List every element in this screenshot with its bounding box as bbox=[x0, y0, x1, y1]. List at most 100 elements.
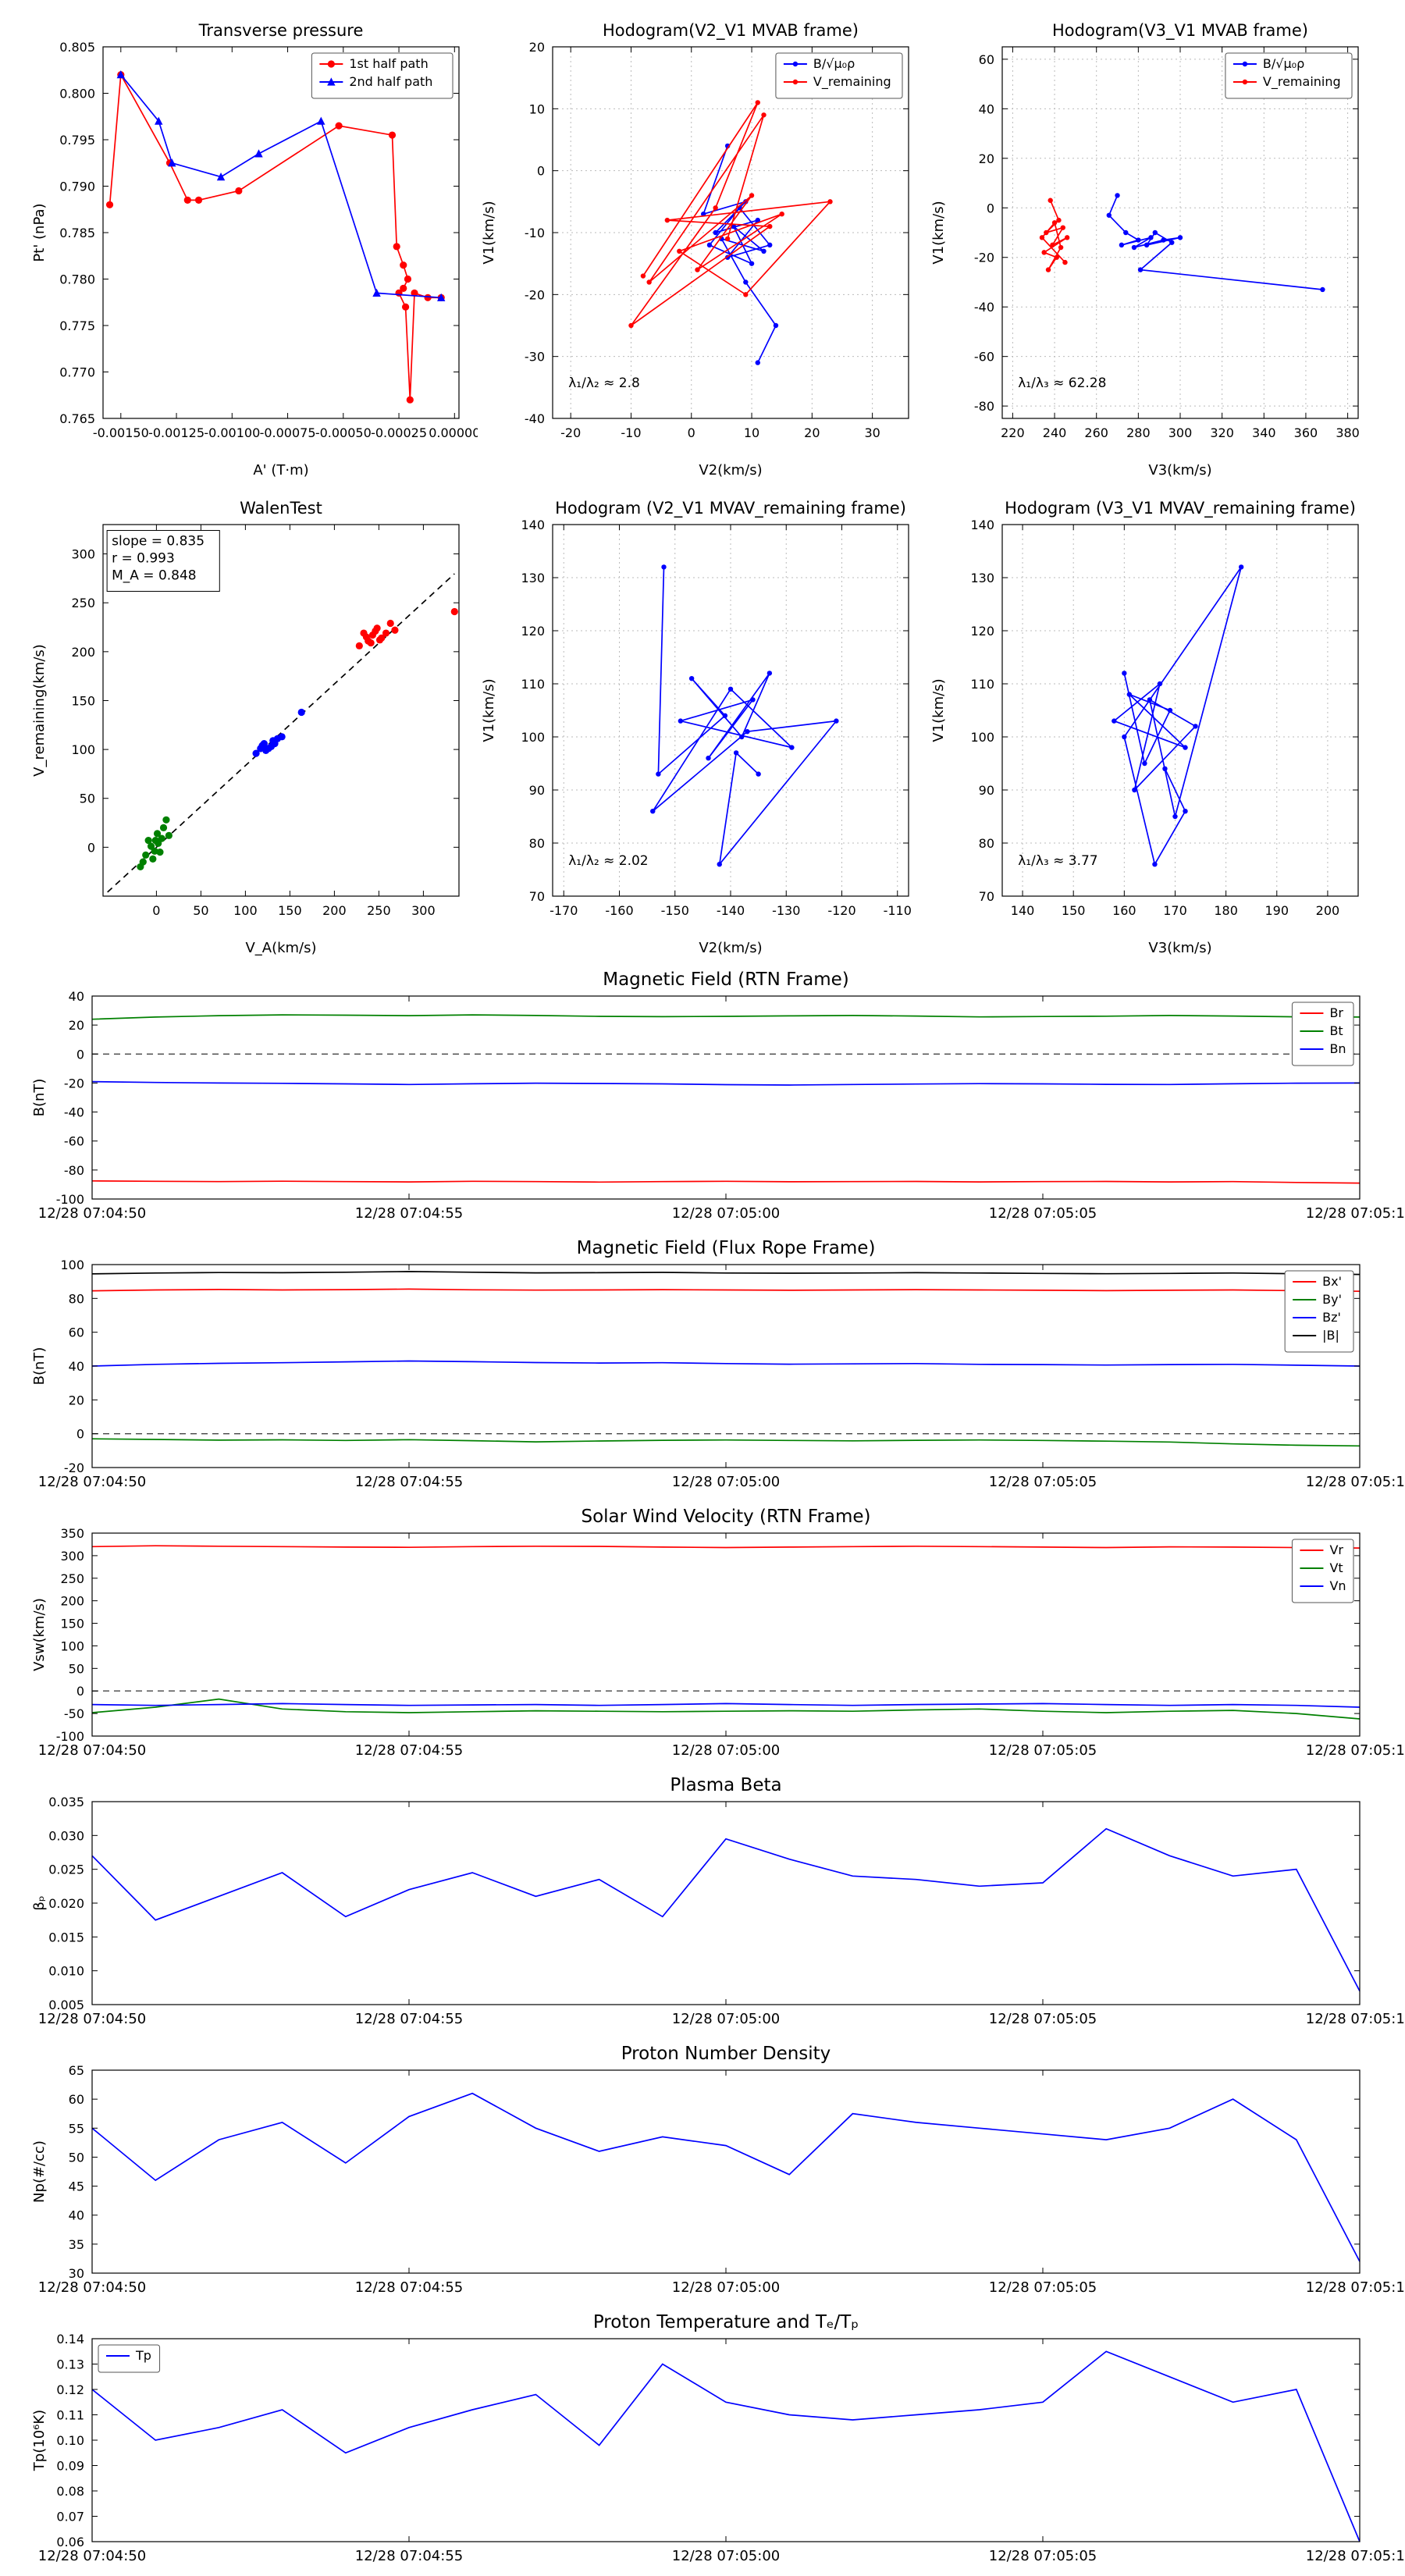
svg-text:20: 20 bbox=[979, 151, 994, 166]
svg-text:260: 260 bbox=[1084, 425, 1108, 440]
marker-dot bbox=[779, 212, 784, 217]
svg-text:55: 55 bbox=[69, 2121, 84, 2136]
svg-text:10: 10 bbox=[744, 425, 759, 440]
marker-dot bbox=[1060, 225, 1065, 230]
svg-text:-0.00150: -0.00150 bbox=[93, 425, 149, 440]
magnetic-field-flux-rope-series-bz-prime bbox=[91, 1360, 1361, 1367]
magnetic-field-rtn-series-bn bbox=[91, 1080, 1361, 1086]
marker-dot bbox=[640, 273, 646, 279]
svg-text:By': By' bbox=[1322, 1292, 1342, 1307]
svg-text:12/28 07:05:10: 12/28 07:05:10 bbox=[1306, 1742, 1405, 1759]
grid bbox=[1002, 47, 1358, 418]
marker-dot bbox=[1039, 235, 1045, 240]
marker-dot bbox=[1058, 244, 1064, 251]
marker-dot bbox=[656, 771, 661, 777]
svg-text:150: 150 bbox=[71, 693, 95, 708]
svg-text:V_remaining: V_remaining bbox=[813, 74, 891, 90]
hodogram-v3v1-mvab-series-alfven-speed bbox=[1106, 193, 1325, 293]
svg-text:220: 220 bbox=[1001, 425, 1025, 440]
svg-text:12/28 07:05:10: 12/28 07:05:10 bbox=[1306, 2279, 1405, 2296]
svg-text:12/28 07:04:50: 12/28 07:04:50 bbox=[38, 2279, 146, 2296]
marker-dot bbox=[792, 61, 799, 67]
axes-ticks: -0.00150 -0.00125 -0.00100 -0.00075 -0.00050… bbox=[59, 40, 480, 440]
svg-text:0.805: 0.805 bbox=[59, 40, 95, 55]
marker-dot bbox=[724, 236, 731, 242]
svg-text:λ₁/λ₃ ≈ 62.28: λ₁/λ₃ ≈ 62.28 bbox=[1018, 375, 1106, 391]
svg-text:0.10: 0.10 bbox=[56, 2433, 84, 2448]
svg-text:380: 380 bbox=[1336, 425, 1360, 440]
svg-text:12/28 07:05:00: 12/28 07:05:00 bbox=[672, 2011, 780, 2027]
marker-dot bbox=[677, 248, 682, 254]
axes-ticks: 0 50 100 150 200 250 300 0 50 100 150 200 250 300 bbox=[71, 525, 459, 918]
hodogram-v2v1-mvav-svg: -170 -160 -150 -140 -130 -120 -110 70 80 90 100 110… bbox=[481, 499, 912, 956]
marker-dot bbox=[1112, 718, 1117, 724]
plot-hodogram-v3v1-mvab: 220 240 260 280 300 320 340 360 380 -80 -60 -40 -20 0… bbox=[927, 6, 1377, 484]
plot-walen-test: 0 50 100 150 200 250 300 0 50 100 150 200 250 300 Wale… bbox=[28, 484, 478, 962]
svg-text:45: 45 bbox=[69, 2179, 84, 2194]
svg-text:0.12: 0.12 bbox=[56, 2382, 84, 2397]
svg-text:240: 240 bbox=[1043, 425, 1067, 440]
chart-title: Hodogram(V3_V1 MVAB frame) bbox=[1052, 21, 1308, 41]
marker-dot bbox=[1148, 235, 1154, 240]
marker-dot bbox=[678, 718, 684, 724]
marker-circle bbox=[367, 639, 375, 647]
plot-hodogram-v2v1-mvab: -20 -10 0 10 20 30 -40 -30 -20 -10 0 10 20 Hodogram(V… bbox=[478, 6, 927, 484]
x-axis-label: V2(km/s) bbox=[699, 940, 762, 956]
magnetic-field-rtn-series-br bbox=[91, 1179, 1361, 1184]
marker-circle bbox=[162, 816, 170, 824]
y-axis-label: V1(km/s) bbox=[481, 678, 497, 742]
svg-text:20: 20 bbox=[804, 425, 820, 440]
svg-text:65: 65 bbox=[69, 2063, 84, 2078]
svg-text:90: 90 bbox=[529, 783, 545, 798]
svg-text:12/28 07:05:05: 12/28 07:05:05 bbox=[989, 2011, 1097, 2027]
chart-title: Hodogram (V2_V1 MVAV_remaining frame) bbox=[555, 499, 906, 518]
svg-text:50: 50 bbox=[69, 2150, 84, 2165]
y-axis-label: B(nT) bbox=[31, 1347, 48, 1386]
svg-text:12/28 07:04:55: 12/28 07:04:55 bbox=[355, 2548, 463, 2564]
marker-dot bbox=[650, 809, 656, 814]
axes-frame bbox=[1001, 524, 1359, 897]
marker-dot bbox=[1131, 244, 1137, 251]
marker-circle bbox=[388, 131, 397, 139]
marker-triangle bbox=[327, 77, 336, 86]
marker-dot bbox=[1183, 809, 1188, 814]
magnetic-field-flux-rope-series-bx-prime bbox=[91, 1288, 1361, 1293]
marker-dot bbox=[1142, 760, 1147, 767]
marker-dot bbox=[755, 217, 760, 223]
solar-wind-velocity-series-vn bbox=[91, 1703, 1361, 1708]
marker-circle bbox=[235, 187, 243, 195]
marker-dot bbox=[628, 322, 634, 329]
svg-text:B/√μ₀ρ: B/√μ₀ρ bbox=[813, 56, 855, 71]
axes-frame bbox=[91, 995, 1361, 1200]
magnetic-field-flux-rope-series-b-magnitude bbox=[91, 1271, 1361, 1276]
plot-proton-number-density: 12/28 07:04:50 12/28 07:04:55 12/28 07:05:… bbox=[28, 2036, 1405, 2304]
row-hodograms-bottom: 0 50 100 150 200 250 300 0 50 100 150 200 250 300 Wale… bbox=[0, 484, 1405, 962]
svg-text:0: 0 bbox=[537, 164, 545, 179]
svg-text:12/28 07:05:10: 12/28 07:05:10 bbox=[1306, 2011, 1405, 2027]
svg-text:slope = 0.835: slope = 0.835 bbox=[112, 534, 205, 550]
marker-circle bbox=[355, 642, 363, 649]
marker-dot bbox=[1051, 220, 1058, 226]
svg-text:0.800: 0.800 bbox=[59, 87, 95, 101]
marker-dot bbox=[743, 279, 749, 285]
marker-dot bbox=[1152, 229, 1158, 236]
svg-text:0.025: 0.025 bbox=[48, 1863, 84, 1877]
svg-text:Bz': Bz' bbox=[1322, 1310, 1341, 1325]
marker-dot bbox=[792, 79, 799, 85]
svg-text:20: 20 bbox=[529, 40, 545, 55]
hodogram-v2v1-mvav-series-hodogram-path bbox=[650, 564, 839, 867]
walen-test-series-cluster-low bbox=[137, 816, 173, 871]
svg-text:0.020: 0.020 bbox=[48, 1896, 84, 1911]
svg-text:-20: -20 bbox=[64, 1076, 84, 1091]
marker-circle bbox=[158, 834, 165, 842]
svg-text:-20: -20 bbox=[974, 251, 994, 265]
svg-text:λ₁/λ₂ ≈ 2.02: λ₁/λ₂ ≈ 2.02 bbox=[568, 853, 648, 869]
marker-dot bbox=[761, 112, 767, 118]
svg-text:-150: -150 bbox=[661, 903, 689, 918]
marker-circle bbox=[450, 607, 458, 616]
marker-circle bbox=[151, 847, 158, 855]
svg-text:60: 60 bbox=[69, 1325, 84, 1340]
svg-text:100: 100 bbox=[233, 903, 258, 918]
hodogram-v3v1-mvab-annotation: λ₁/λ₃ ≈ 62.28 bbox=[1018, 375, 1106, 391]
